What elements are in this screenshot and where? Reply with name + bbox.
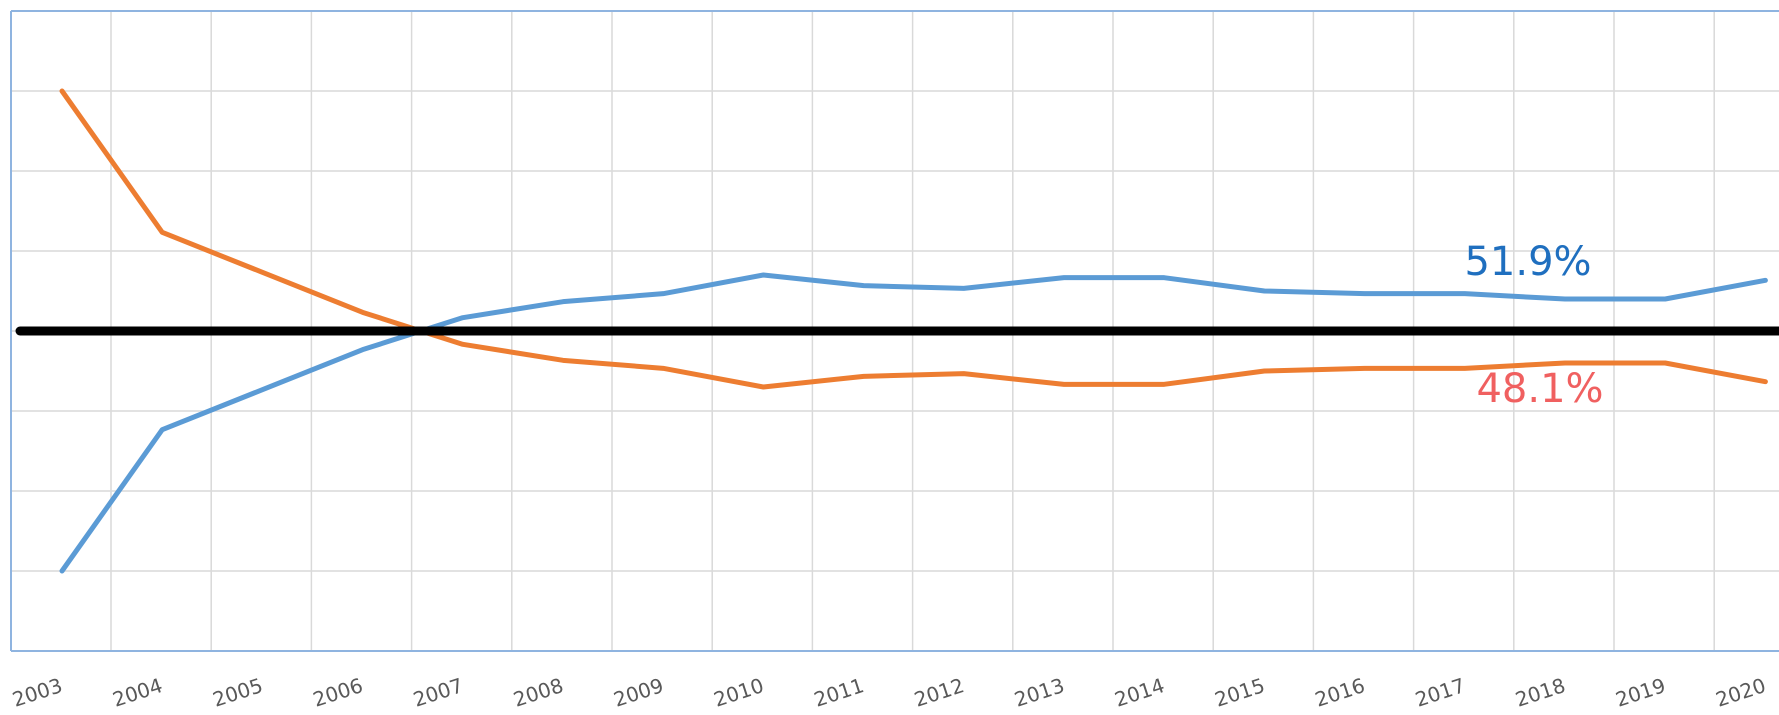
annotation: 51.9% [1464,239,1591,285]
x-tick-label: 2004 [110,673,166,711]
x-tick-label: 2018 [1512,673,1568,711]
x-tick-label: 2006 [310,673,366,711]
x-tick-label: 2005 [210,673,266,711]
x-tick-label: 2009 [611,673,667,711]
x-tick-label: 2010 [711,673,767,711]
x-tick-label: 2015 [1212,673,1268,711]
x-tick-label: 2014 [1112,673,1168,711]
x-tick-label: 2011 [811,673,867,711]
series-line [59,88,1768,390]
x-tick-label: 2017 [1412,673,1468,711]
x-tick-label: 2016 [1312,673,1368,711]
x-tick-label: 2020 [1713,673,1769,711]
annotation: 48.1% [1476,366,1603,412]
x-tick-label: 2019 [1613,673,1669,711]
x-tick-label: 2012 [911,673,967,711]
x-tick-label: 2013 [1011,673,1067,711]
x-tick-label: 2003 [9,673,65,711]
x-tick-label: 2008 [510,673,566,711]
series-line [59,272,1768,574]
x-tick-label: 2007 [410,673,466,711]
